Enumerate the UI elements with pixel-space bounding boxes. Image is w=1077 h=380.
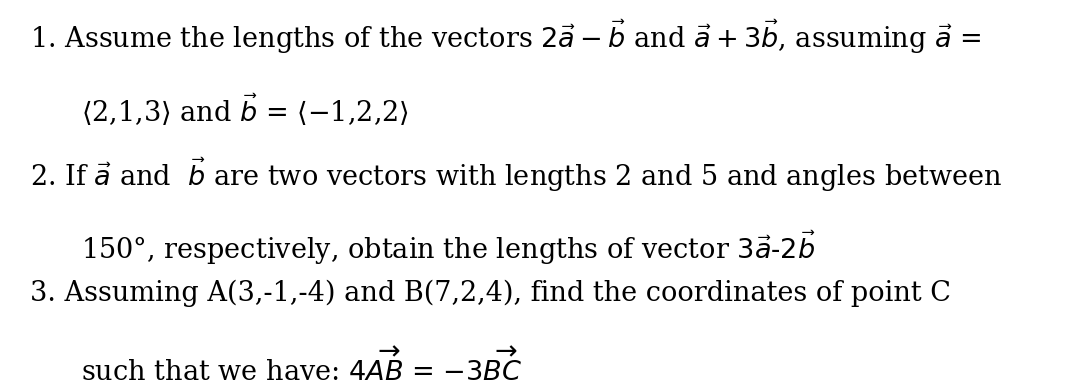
Text: 2. If $\vec{a}$ and  $\vec{b}$ are two vectors with lengths 2 and 5 and angles b: 2. If $\vec{a}$ and $\vec{b}$ are two ve…: [30, 156, 1003, 195]
Text: 150°, respectively, obtain the lengths of vector $3\vec{a}$-$2\vec{b}$: 150°, respectively, obtain the lengths o…: [81, 228, 815, 267]
Text: 1. Assume the lengths of the vectors $2\vec{a} - \vec{b}$ and $\vec{a} + 3\vec{b: 1. Assume the lengths of the vectors $2\…: [30, 17, 981, 56]
Text: such that we have: $4\overrightarrow{AB}$ = $-3\overrightarrow{BC}$: such that we have: $4\overrightarrow{AB}…: [81, 348, 522, 380]
Text: $\langle$2,1,3$\rangle$ and $\vec{b}$ = $\langle$$-$1,2,2$\rangle$: $\langle$2,1,3$\rangle$ and $\vec{b}$ = …: [81, 91, 409, 128]
Text: 3. Assuming A(3,-1,-4) and B(7,2,4), find the coordinates of point C: 3. Assuming A(3,-1,-4) and B(7,2,4), fin…: [30, 279, 951, 307]
